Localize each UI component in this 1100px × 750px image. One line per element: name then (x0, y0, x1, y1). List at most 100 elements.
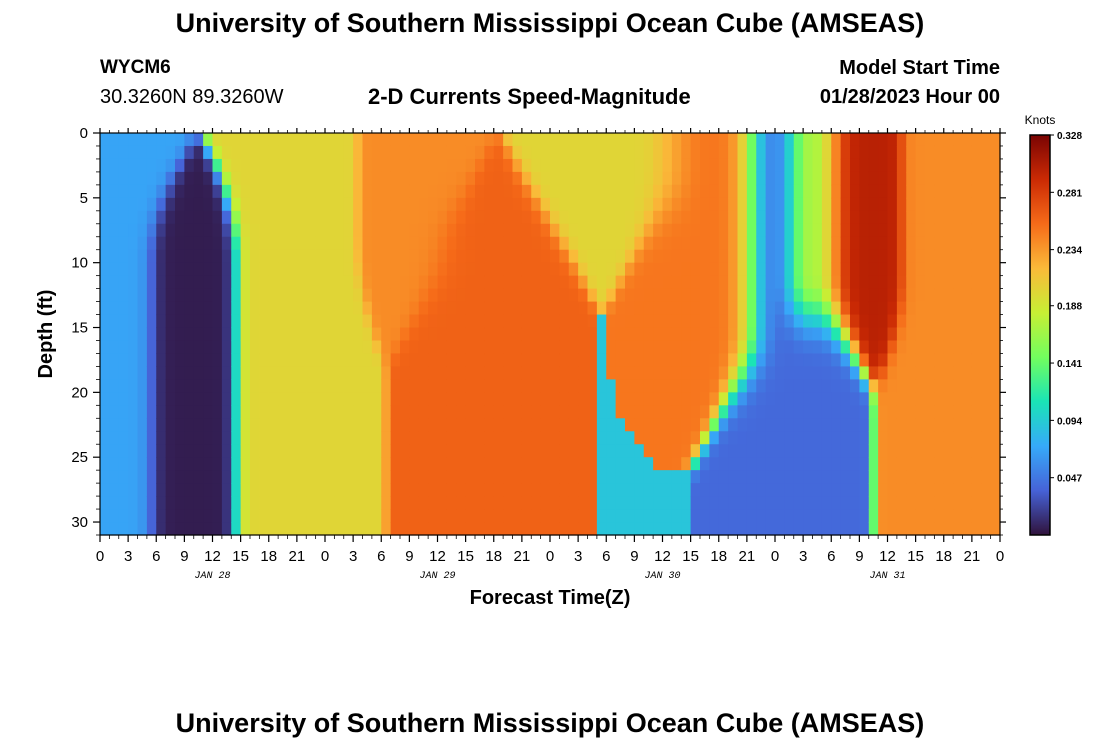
heatmap-cell (925, 496, 935, 510)
heatmap-cell (296, 262, 307, 277)
heatmap-cell (971, 392, 982, 406)
heatmap-cell (859, 171, 870, 186)
heatmap-cell (559, 301, 570, 316)
y-axis-title: Depth (ft) (35, 290, 57, 379)
heatmap-cell (156, 522, 167, 536)
heatmap-cell (775, 210, 785, 225)
heatmap-cell (212, 249, 223, 264)
heatmap-cell (278, 392, 289, 406)
heatmap-cell (625, 249, 635, 264)
heatmap-cell (278, 509, 289, 523)
heatmap-cell (175, 353, 185, 368)
heatmap-cell (259, 301, 270, 316)
heatmap-cell (109, 210, 120, 225)
heatmap-cell (315, 262, 326, 277)
heatmap-cell (521, 171, 532, 186)
heatmap-cell (118, 392, 129, 406)
heatmap-cell (512, 327, 523, 342)
heatmap-cell (465, 262, 476, 277)
heatmap-cell (325, 392, 335, 406)
heatmap-cell (718, 301, 729, 316)
heatmap-cell (821, 171, 832, 186)
heatmap-cell (484, 301, 495, 316)
heatmap-cell (887, 249, 898, 264)
heatmap-cell (231, 249, 242, 264)
heatmap-cell (353, 522, 364, 536)
heatmap-cell (268, 522, 279, 536)
heatmap-cell (775, 366, 785, 380)
heatmap-cell (775, 327, 785, 342)
heatmap-cell (371, 509, 382, 523)
heatmap-cell (859, 379, 870, 393)
heatmap-cell (756, 522, 767, 536)
y-tick-label: 30 (71, 514, 88, 531)
heatmap-cell (203, 236, 214, 251)
heatmap-cell (653, 158, 664, 173)
heatmap-cell (156, 210, 167, 225)
heatmap-cell (568, 171, 579, 186)
heatmap-cell (400, 509, 410, 523)
heatmap-cell (578, 275, 589, 290)
heatmap-cell (212, 223, 223, 238)
heatmap-cell (756, 392, 767, 406)
heatmap-cell (259, 366, 270, 380)
heatmap-cell (343, 210, 354, 225)
heatmap-cell (221, 418, 232, 432)
heatmap-cell (268, 470, 279, 484)
heatmap-cell (240, 262, 251, 277)
heatmap-cell (662, 405, 673, 419)
heatmap-cell (625, 184, 635, 199)
heatmap-cell (962, 444, 973, 458)
heatmap-cell (971, 353, 982, 368)
heatmap-cell (868, 314, 879, 329)
heatmap-cell (315, 210, 326, 225)
heatmap-cell (325, 158, 335, 173)
heatmap-cell (728, 431, 739, 445)
heatmap-cell (765, 236, 776, 251)
heatmap-cell (512, 509, 523, 523)
heatmap-cell (240, 483, 251, 497)
heatmap-cell (231, 210, 242, 225)
heatmap-cell (671, 418, 682, 432)
heatmap-cell (971, 210, 982, 225)
heatmap-cell (578, 496, 589, 510)
heatmap-cell (746, 366, 757, 380)
heatmap-cell (484, 353, 495, 368)
heatmap-cell (446, 197, 457, 212)
heatmap-cell (746, 327, 757, 342)
heatmap-cell (109, 249, 120, 264)
heatmap-cell (915, 171, 926, 186)
heatmap-cell (231, 340, 242, 355)
heatmap-cell (606, 171, 617, 186)
heatmap-cell (962, 133, 973, 147)
heatmap-cell (550, 314, 560, 329)
heatmap-cell (896, 288, 907, 303)
heatmap-cell (690, 483, 701, 497)
heatmap-cell (803, 379, 814, 393)
heatmap-cell (353, 457, 364, 471)
heatmap-cell (325, 275, 335, 290)
heatmap-cell (690, 366, 701, 380)
heatmap-cell (737, 184, 748, 199)
heatmap-cell (887, 158, 898, 173)
heatmap-cell (521, 379, 532, 393)
heatmap-cell (503, 301, 514, 316)
heatmap-cell (540, 145, 551, 160)
heatmap-cell (943, 275, 954, 290)
heatmap-cell (456, 366, 467, 380)
heatmap-cell (212, 470, 223, 484)
heatmap-cell (456, 158, 467, 173)
heatmap-cell (428, 236, 439, 251)
heatmap-cell (296, 133, 307, 147)
heatmap-cell (653, 483, 664, 497)
heatmap-cell (371, 197, 382, 212)
heatmap-cell (128, 470, 139, 484)
heatmap-cell (634, 158, 645, 173)
heatmap-cell (662, 496, 673, 510)
heatmap-cell (971, 262, 982, 277)
heatmap-cell (334, 444, 345, 458)
heatmap-cell (775, 470, 785, 484)
heatmap-cell (906, 133, 917, 147)
heatmap-cell (137, 522, 148, 536)
heatmap-cell (643, 392, 654, 406)
